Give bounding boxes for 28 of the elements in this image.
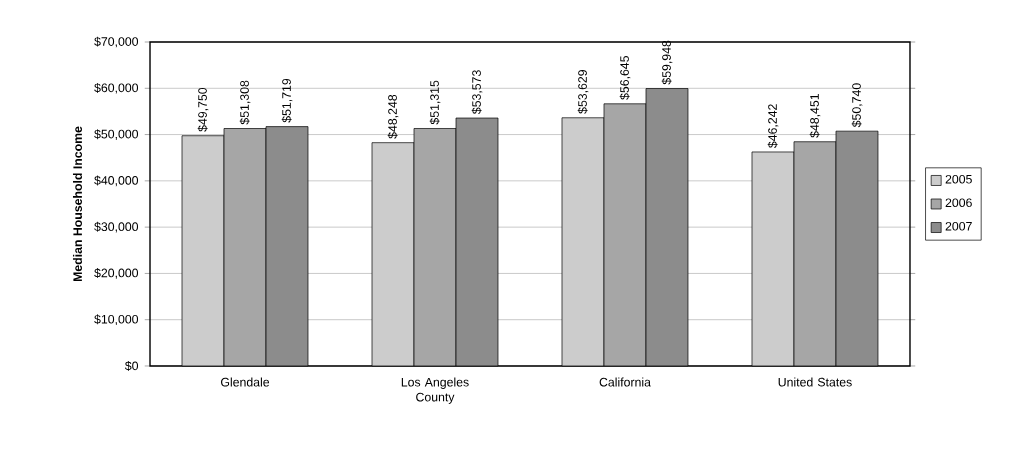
x-tick-label: United States [778, 377, 852, 387]
x-tick-label: Glendale [221, 377, 270, 387]
data-label: $51,308 [239, 80, 251, 125]
y-tick-label: $50,000 [94, 129, 139, 140]
data-label: $50,740 [851, 83, 863, 128]
data-label: $48,451 [809, 94, 821, 138]
data-label: $53,573 [471, 70, 483, 115]
y-tick-label: $60,000 [94, 82, 139, 94]
y-tick-label: $0 [124, 361, 139, 371]
data-label: $51,719 [281, 78, 293, 123]
y-tick-label: $10,000 [94, 314, 139, 326]
legend-label: 2005 [945, 174, 972, 184]
data-label: $59,948 [661, 40, 673, 85]
y-tick-label: $70,000 [94, 36, 139, 48]
legend-label: 2006 [945, 198, 972, 208]
data-label: $53,629 [577, 70, 589, 114]
data-label: $49,750 [197, 87, 209, 132]
legend-label: 2007 [945, 221, 972, 231]
y-tick-label: $20,000 [94, 268, 139, 279]
data-label: $56,645 [619, 56, 631, 100]
data-label: $46,242 [767, 104, 779, 148]
x-tick-label: Los Angeles County [401, 377, 469, 404]
x-tick-label: California [599, 377, 651, 387]
data-label: $51,315 [429, 80, 441, 125]
data-label: $48,248 [387, 94, 399, 139]
y-axis-title: Median Household Income [72, 126, 82, 282]
y-tick-label: $30,000 [94, 221, 139, 233]
y-tick-label: $40,000 [94, 175, 139, 187]
